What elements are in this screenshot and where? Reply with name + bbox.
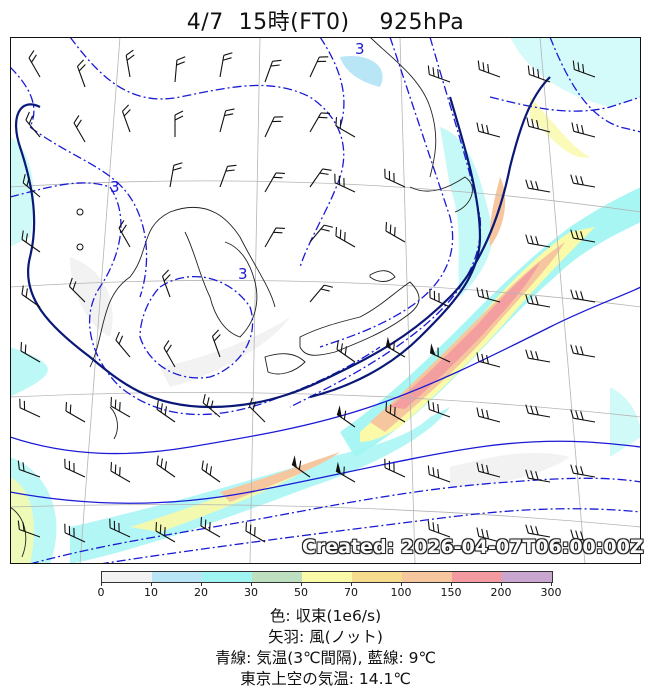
colorbar-segment bbox=[502, 572, 552, 582]
lat-lon-grid bbox=[10, 37, 641, 564]
colorbar-tick-label: 100 bbox=[390, 586, 412, 599]
colorbar-tick-label: 0 bbox=[97, 586, 105, 599]
colorbar-segment bbox=[302, 572, 352, 582]
colorbar-tickmark bbox=[501, 582, 502, 586]
colorbar-tick-label: 300 bbox=[540, 586, 562, 599]
created-timestamp: Created: 2026-04-07T06:00:00Z bbox=[302, 536, 644, 558]
colorbar-tick-label: 10 bbox=[144, 586, 158, 599]
isotherm-9c bbox=[15, 76, 551, 409]
legend-lines: 青線: 気温(3℃間隔), 藍線: 9℃ bbox=[215, 649, 436, 667]
colorbar-tickmark bbox=[401, 582, 402, 586]
legend-tokyo-temp: 東京上空の気温: 14.1℃ bbox=[240, 670, 411, 688]
station-marker bbox=[76, 208, 84, 216]
colorbar-tickmark bbox=[451, 582, 452, 586]
colorbar-ticks: 0 10 20 30 50 70 100 150 200 300 bbox=[97, 586, 562, 602]
colorbar-tick-label: 150 bbox=[440, 586, 462, 599]
colorbar-tickmark bbox=[201, 582, 202, 586]
colorbar-segment bbox=[202, 572, 252, 582]
colorbar-tickmark bbox=[151, 582, 152, 586]
contour-label: 3 bbox=[110, 178, 120, 196]
colorbar-segment bbox=[252, 572, 302, 582]
colorbar-segment bbox=[352, 572, 402, 582]
contour-label: 3 bbox=[238, 265, 248, 283]
colorbar-tick-label: 70 bbox=[344, 586, 358, 599]
legend-color: 色: 収束(1e6/s) bbox=[269, 607, 382, 625]
colorbar-tick-label: 30 bbox=[244, 586, 258, 599]
coastline bbox=[10, 37, 473, 558]
colorbar-tickmark bbox=[551, 582, 552, 586]
legend-barbs: 矢羽: 風(ノット) bbox=[268, 628, 383, 646]
colorbar-tickmark bbox=[251, 582, 252, 586]
temperature-contours bbox=[10, 37, 641, 564]
colorbar-segment bbox=[102, 572, 152, 582]
colorbar-tick-label: 200 bbox=[490, 586, 512, 599]
colorbar-segment bbox=[152, 572, 202, 582]
weather-map: 3 3 3 bbox=[10, 37, 641, 564]
colorbar-tickmark bbox=[301, 582, 302, 586]
contour-label: 3 bbox=[355, 40, 365, 58]
colorbar bbox=[101, 571, 553, 583]
colorbar-segment bbox=[452, 572, 502, 582]
colorbar-tick-label: 20 bbox=[194, 586, 208, 599]
station-marker bbox=[76, 243, 84, 251]
colorbar-segment bbox=[402, 572, 452, 582]
colorbar-tickmark bbox=[101, 582, 102, 586]
map-frame bbox=[10, 37, 641, 564]
convergence-shading bbox=[10, 37, 641, 564]
colorbar-tick-label: 50 bbox=[294, 586, 308, 599]
chart-title: 4/7 15時(FT0) 925hPa bbox=[186, 10, 465, 35]
colorbar-tickmark bbox=[351, 582, 352, 586]
